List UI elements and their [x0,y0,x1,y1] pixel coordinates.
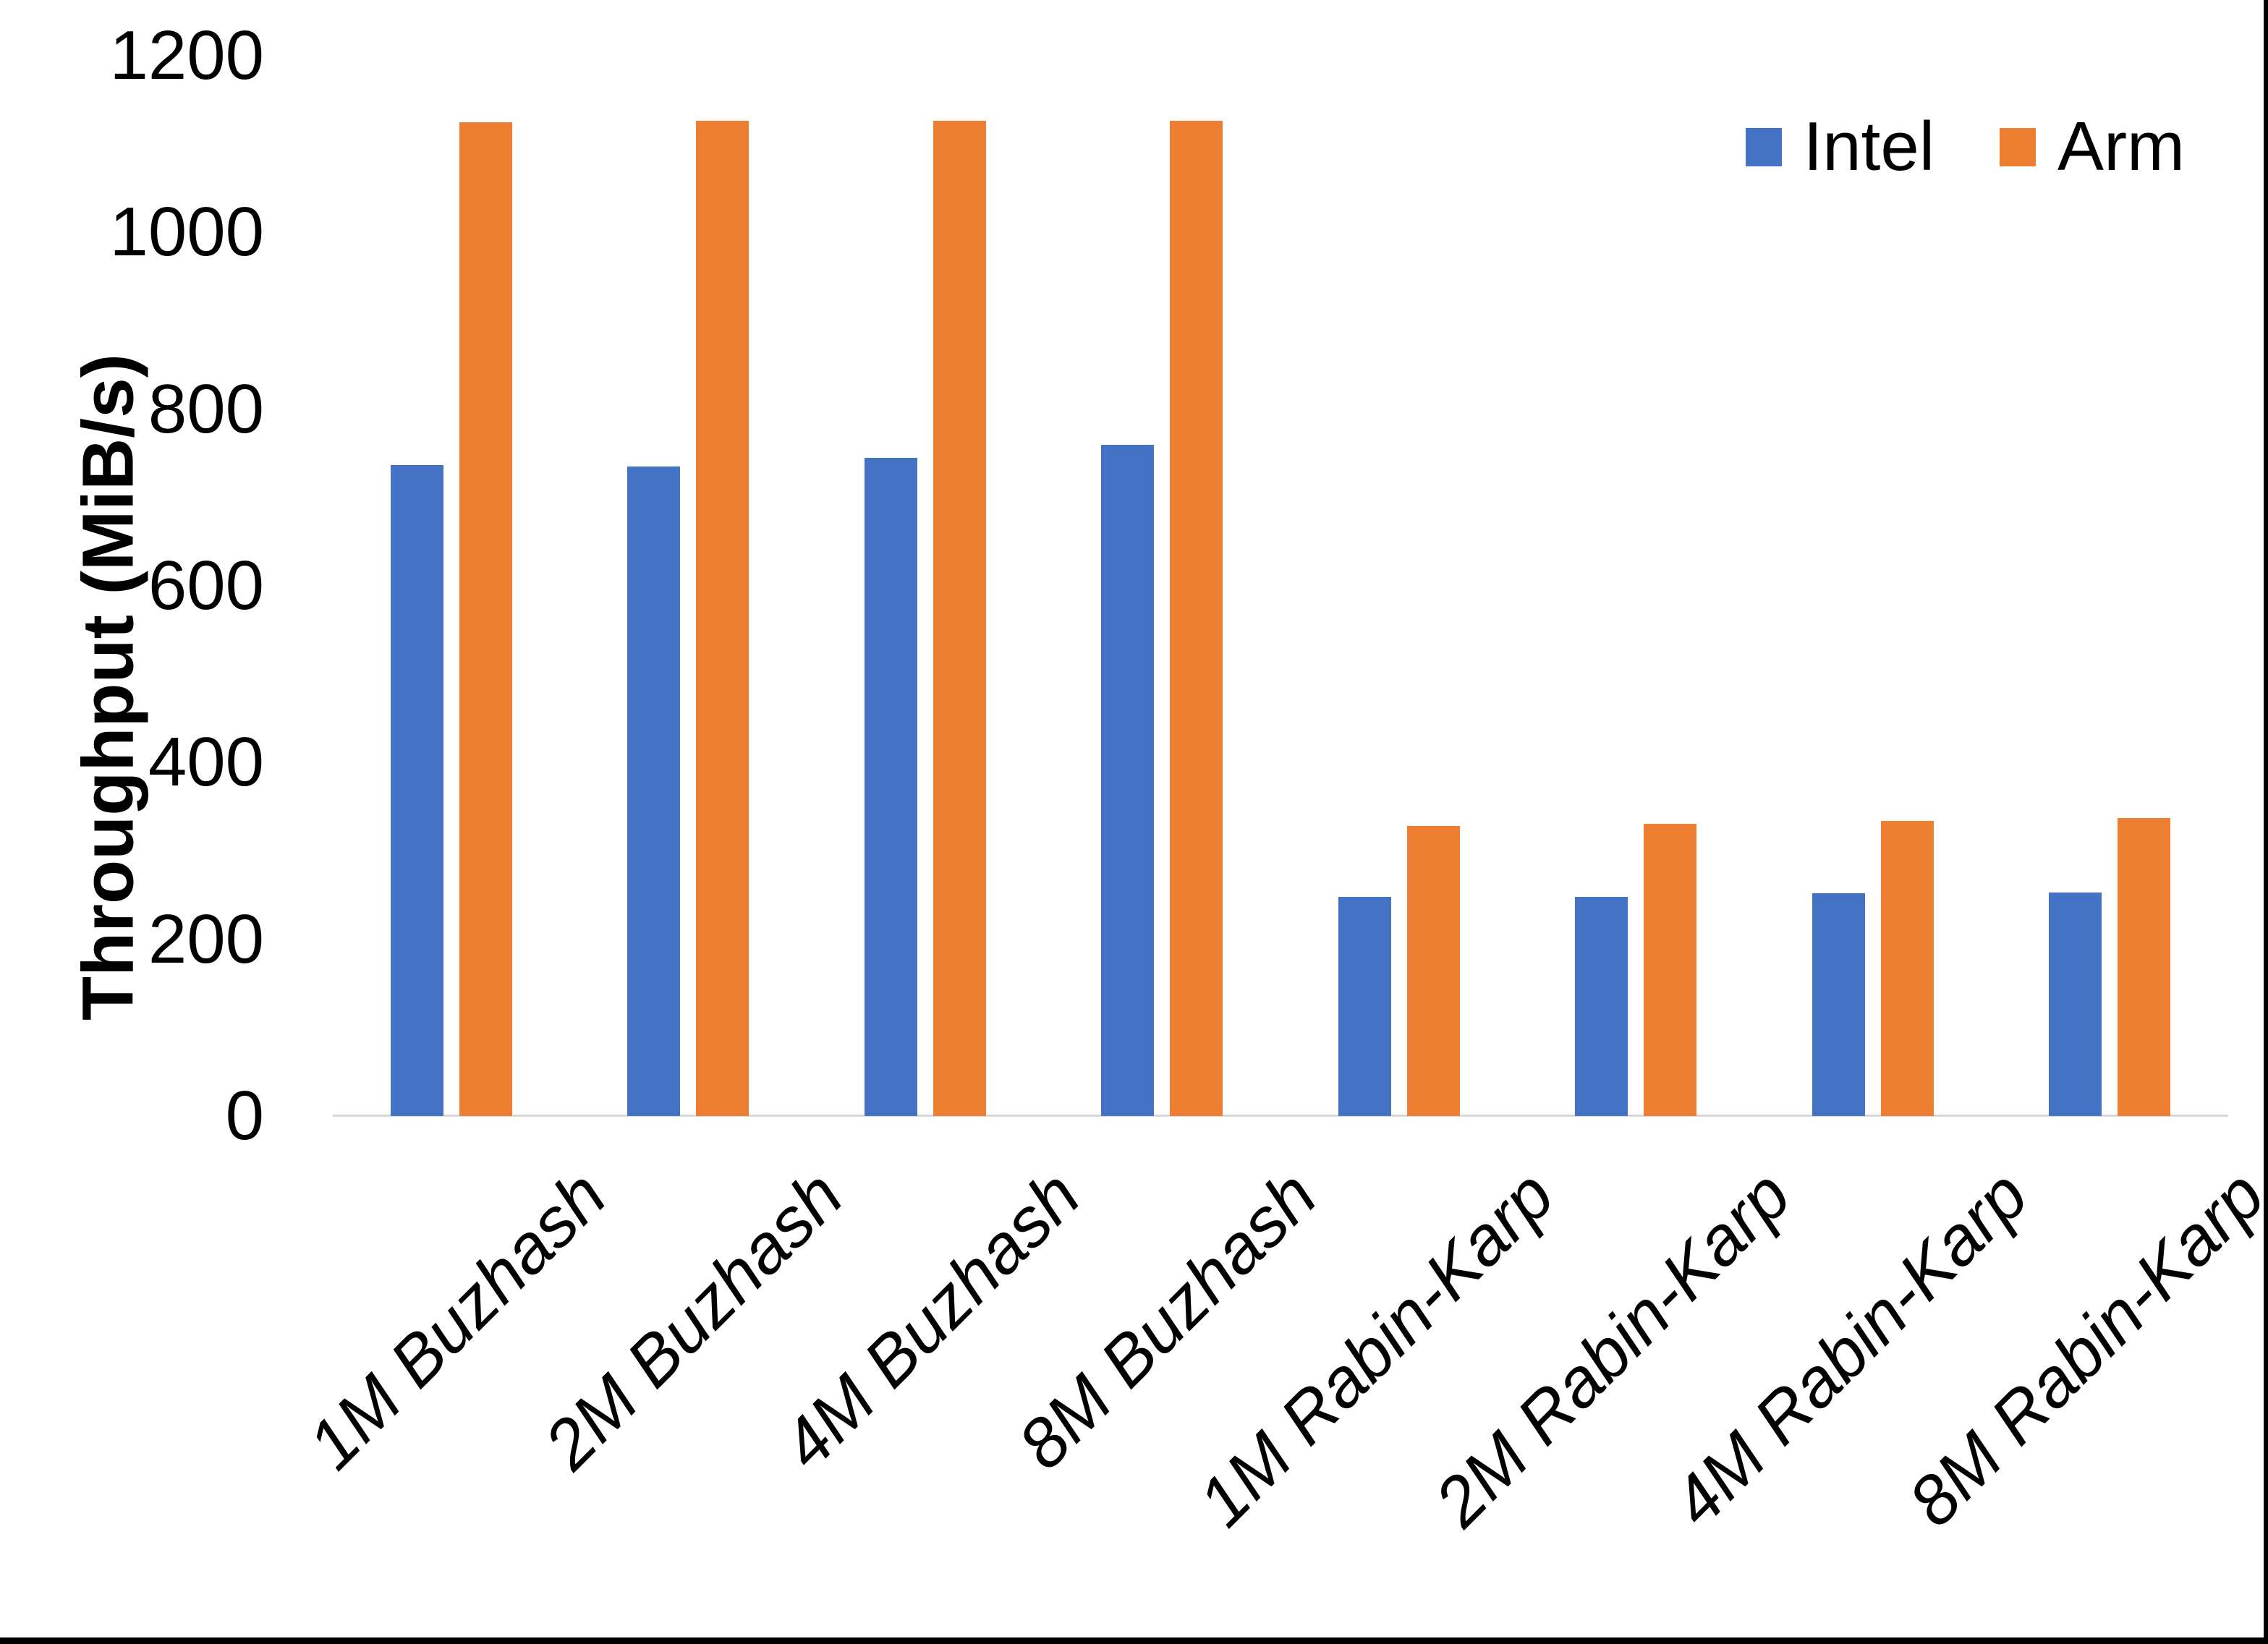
x-label-4m-rabin-karp: 4M Rabin-Karp [1657,1156,2042,1541]
bar-intel-2m-rabin-karp [1575,897,1628,1116]
x-label-8m-buzhash: 8M Buzhash [1003,1156,1332,1484]
bar-intel-4m-rabin-karp [1812,893,1865,1116]
bar-arm-2m-rabin-karp [1644,823,1697,1116]
legend-label-arm: Arm [2057,108,2185,185]
bar-arm-2m-buzhash [696,121,749,1116]
chart-legend: Intel Arm [1745,106,2185,187]
legend-item-intel: Intel [1745,106,1935,187]
bar-intel-2m-buzhash [627,467,681,1116]
bar-intel-8m-buzhash [1101,444,1155,1116]
bar-group-2m-rabin-karp [1575,823,1697,1116]
plot-area [333,56,2228,1116]
x-label-1m-rabin-karp: 1M Rabin-Karp [1183,1156,1568,1541]
legend-swatch-intel [1745,127,1782,166]
x-label-2m-rabin-karp: 2M Rabin-Karp [1420,1156,1806,1541]
screenshot-border-right [2264,0,2268,1644]
x-label-2m-buzhash: 2M Buzhash [530,1156,858,1484]
x-axis-line [333,1115,2228,1117]
legend-item-arm: Arm [2000,106,2185,187]
bar-intel-8m-rabin-karp [2049,892,2102,1116]
bar-group-1m-buzhash [390,122,512,1116]
bar-arm-4m-buzhash [933,121,986,1116]
bar-intel-1m-buzhash [390,464,443,1116]
screenshot-border-bottom [0,1637,2268,1644]
bar-group-1m-rabin-karp [1338,826,1460,1116]
x-label-1m-buzhash: 1M Buzhash [293,1156,621,1484]
y-tick-label-1000: 1000 [109,193,264,271]
y-tick-label-200: 200 [148,900,264,978]
legend-swatch-arm [2000,127,2036,166]
y-tick-label-600: 600 [148,547,264,624]
bar-group-4m-buzhash [864,121,986,1116]
legend-label-intel: Intel [1803,108,1935,185]
bar-intel-4m-buzhash [864,457,917,1116]
y-tick-label-400: 400 [148,723,264,801]
bar-group-4m-rabin-karp [1812,820,1934,1116]
bar-group-2m-buzhash [627,121,749,1116]
y-tick-label-800: 800 [148,370,264,448]
x-label-8m-rabin-karp: 8M Rabin-Karp [1894,1156,2268,1541]
bar-arm-1m-rabin-karp [1406,826,1460,1116]
bar-group-8m-rabin-karp [2049,818,2171,1116]
x-label-4m-buzhash: 4M Buzhash [767,1156,1095,1484]
y-tick-label-1200: 1200 [109,17,264,94]
bar-arm-8m-buzhash [1170,121,1223,1116]
bar-arm-4m-rabin-karp [1880,820,1934,1116]
bar-intel-1m-rabin-karp [1338,897,1391,1116]
bar-group-8m-buzhash [1101,121,1223,1116]
bar-arm-1m-buzhash [459,122,512,1116]
bar-arm-8m-rabin-karp [2118,818,2171,1116]
y-tick-label-0: 0 [225,1077,264,1154]
